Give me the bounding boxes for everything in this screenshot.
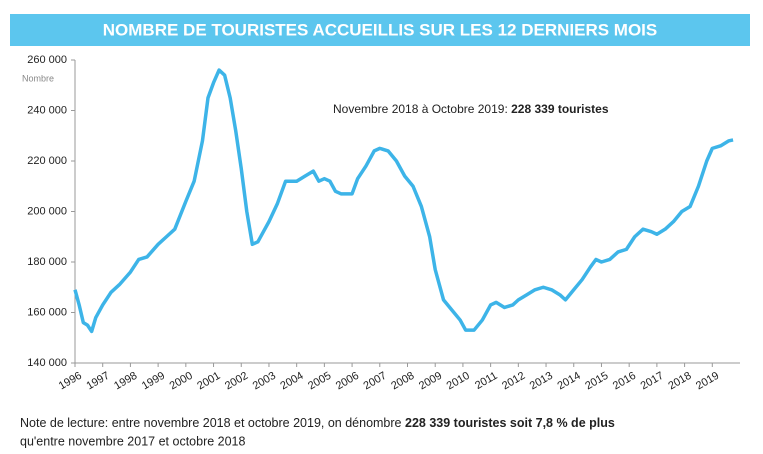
title-bar — [10, 14, 750, 46]
x-tick-label: 2016 — [611, 370, 638, 393]
x-tick-label: 2009 — [417, 370, 444, 393]
y-tick-label: 240 000 — [27, 104, 67, 116]
chart-title: NOMBRE DE TOURISTES ACCUEILLIS SUR LES 1… — [103, 20, 657, 39]
note-end: qu'entre novembre 2017 et octobre 2018 — [20, 434, 246, 448]
x-tick-label: 2011 — [473, 370, 499, 392]
x-tick-label: 2001 — [195, 370, 222, 393]
x-tick-label: 2007 — [362, 370, 389, 393]
x-tick-label: 2018 — [666, 370, 693, 393]
y-tick-label: 140 000 — [27, 357, 67, 369]
x-tick-label: 2004 — [278, 370, 305, 393]
data-line — [73, 68, 734, 334]
x-tick-label: 2005 — [306, 370, 333, 393]
note-bold: 228 339 touristes soit 7,8 % de plus — [405, 416, 615, 430]
x-tick-label: 1998 — [112, 370, 139, 393]
x-tick-label: 1999 — [140, 370, 167, 393]
y-tick-label: 180 000 — [27, 256, 67, 268]
y-tick-label: 200 000 — [27, 205, 67, 217]
y-axis-label: Nombre — [22, 73, 54, 83]
x-tick-label: 2013 — [528, 370, 555, 393]
note-text: Note de lecture: entre novembre 2018 et … — [20, 416, 402, 430]
x-tick-label: 2015 — [583, 370, 610, 393]
x-tick-label: 1997 — [84, 370, 111, 393]
annotation-text: Novembre 2018 à Octobre 2019: — [333, 102, 508, 116]
annotation: Novembre 2018 à Octobre 2019: 228 339 to… — [333, 102, 609, 116]
y-tick-label: 160 000 — [27, 306, 67, 318]
y-tick-label: 220 000 — [27, 155, 67, 167]
x-tick-label: 2006 — [334, 370, 361, 393]
annotation-value: 228 339 touristes — [511, 102, 609, 116]
x-tick-label: 2014 — [555, 370, 582, 393]
x-tick-label: 2000 — [168, 370, 195, 393]
x-tick-label: 2019 — [694, 370, 721, 393]
x-tick-label: 2012 — [500, 370, 527, 393]
x-tick-label: 1996 — [57, 370, 84, 393]
x-tick-label: 2003 — [251, 370, 278, 393]
y-tick-label: 260 000 — [27, 54, 67, 66]
x-tick-label: 2002 — [223, 370, 250, 393]
x-tick-label: 2017 — [639, 370, 666, 393]
x-tick-label: 2010 — [445, 370, 472, 393]
note: Note de lecture: entre novembre 2018 et … — [20, 416, 615, 430]
x-tick-label: 2008 — [389, 370, 416, 393]
